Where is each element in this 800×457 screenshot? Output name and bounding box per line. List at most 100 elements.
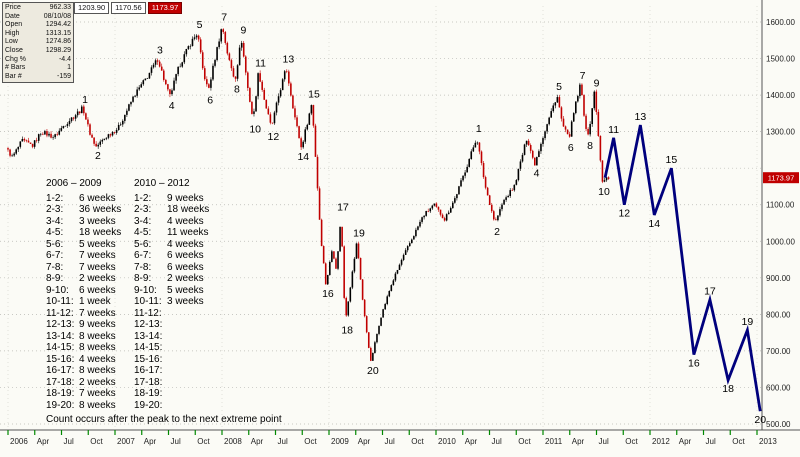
candle-body: [124, 114, 126, 121]
count-row: 14-15:: [134, 342, 209, 354]
candle-body: [7, 148, 9, 150]
candle-body: [78, 111, 81, 114]
count-weeks: 2 weeks: [79, 273, 116, 284]
y-axis-label: 1500.00: [766, 55, 795, 64]
wave-label-2006-2009: 17: [337, 202, 349, 214]
candle-body: [197, 35, 200, 40]
candle-body: [519, 161, 522, 169]
candle-body: [140, 84, 143, 88]
count-row: 4-5: 18 weeks: [46, 227, 121, 239]
count-weeks: 2 weeks: [167, 273, 204, 284]
candle-body: [458, 186, 460, 195]
candle-body: [386, 296, 389, 305]
quote-label: Chg %: [5, 55, 27, 63]
count-row: 19-20:: [134, 400, 209, 412]
count-weeks: 8 weeks: [79, 399, 116, 411]
count-row: 17-18:: [134, 377, 209, 389]
candle-body: [46, 131, 48, 136]
candle-body: [415, 229, 417, 237]
current-price-badge: [763, 172, 799, 184]
candle-body: [423, 215, 425, 218]
count-weeks: 6 weeks: [79, 192, 116, 204]
y-axis-label: 800.00: [766, 310, 791, 319]
count-pair: 10-11:: [46, 296, 74, 307]
candle-body: [497, 215, 499, 221]
candle-body: [189, 45, 192, 47]
wave-label-2010-2012: 3: [526, 123, 532, 135]
candle-body: [433, 203, 436, 206]
candle-body: [339, 226, 341, 252]
candle-body: [31, 143, 34, 147]
candle-body: [365, 316, 368, 333]
candle-body: [210, 79, 212, 88]
wave-label-2006-2009: 15: [308, 88, 320, 100]
count-weeks: 3 weeks: [79, 215, 116, 227]
candle-body: [56, 134, 58, 135]
candle-body: [181, 62, 184, 67]
candle-body: [468, 159, 471, 167]
x-axis-label: Oct: [732, 437, 745, 446]
wave-label-2006-2009: 7: [221, 12, 227, 24]
wave-label-projection: 16: [688, 358, 700, 370]
candle-body: [314, 125, 317, 157]
y-axis-label: 1600.00: [766, 18, 795, 27]
count-row: 14-15: 8 weeks: [46, 342, 121, 354]
candle-body: [462, 175, 464, 181]
count-row: 2-3: 36 weeks: [46, 204, 121, 216]
candle-body: [515, 180, 518, 185]
count-row: 18-19: 7 weeks: [46, 388, 121, 400]
wave-label-2010-2012: 6: [568, 142, 574, 154]
candle-body: [154, 60, 157, 65]
candle-body: [150, 67, 153, 73]
x-axis-label: 2008: [224, 437, 242, 446]
count-row: 9-10: 6 weeks: [46, 285, 121, 297]
candle-body: [296, 117, 298, 127]
wave-label-2006-2009: 14: [297, 151, 309, 163]
x-axis-label: Apr: [358, 437, 371, 446]
count-pair: 19-20:: [46, 399, 75, 411]
count-pair: 8-9:: [134, 273, 152, 284]
quote-label: Date: [5, 12, 20, 20]
wave-label-projection: 20: [754, 414, 766, 426]
wave-label-projection: 15: [666, 154, 678, 166]
wave-label-2006-2009: 2: [95, 150, 101, 162]
wave-label-projection: 19: [742, 316, 754, 328]
candle-body: [302, 141, 304, 148]
count-pair: 9-10:: [46, 284, 69, 296]
candle-body: [60, 128, 63, 131]
count-pair: 18-19:: [46, 388, 75, 399]
candle-body: [587, 128, 589, 135]
count-row: 3-4: 4 weeks: [134, 216, 209, 228]
quote-row: Low 1274.86: [5, 38, 71, 47]
candle-body: [199, 39, 202, 53]
candle-body: [230, 60, 233, 69]
count-pair: 6-7:: [134, 250, 152, 261]
quote-value: 1313.15: [45, 29, 71, 37]
count-weeks: 36 weeks: [79, 204, 122, 215]
wave-label-2006-2009: 3: [157, 45, 163, 57]
candle-body: [525, 140, 528, 145]
candle-body: [240, 42, 243, 48]
candle-body: [577, 96, 579, 102]
wave-label-2006-2009: 19: [353, 227, 365, 239]
candle-body: [50, 133, 52, 138]
candle-body: [271, 122, 274, 124]
candle-body: [83, 106, 85, 114]
candle-body: [171, 90, 173, 95]
candle-body: [529, 145, 532, 151]
candle-body: [396, 269, 399, 274]
candle-body: [566, 129, 569, 135]
candle-body: [478, 142, 481, 152]
candle-body: [484, 177, 487, 188]
quote-value: 1274.86: [45, 38, 71, 46]
candle-body: [195, 35, 198, 38]
candle-body: [109, 134, 112, 136]
candle-body: [138, 87, 140, 90]
quote-label: Price: [5, 4, 21, 11]
candle-body: [585, 115, 587, 129]
count-pair: 2-3:: [46, 204, 64, 215]
projection-line: [603, 124, 762, 412]
candle-body: [187, 46, 190, 49]
wave-label-2010-2012: 4: [534, 168, 540, 180]
